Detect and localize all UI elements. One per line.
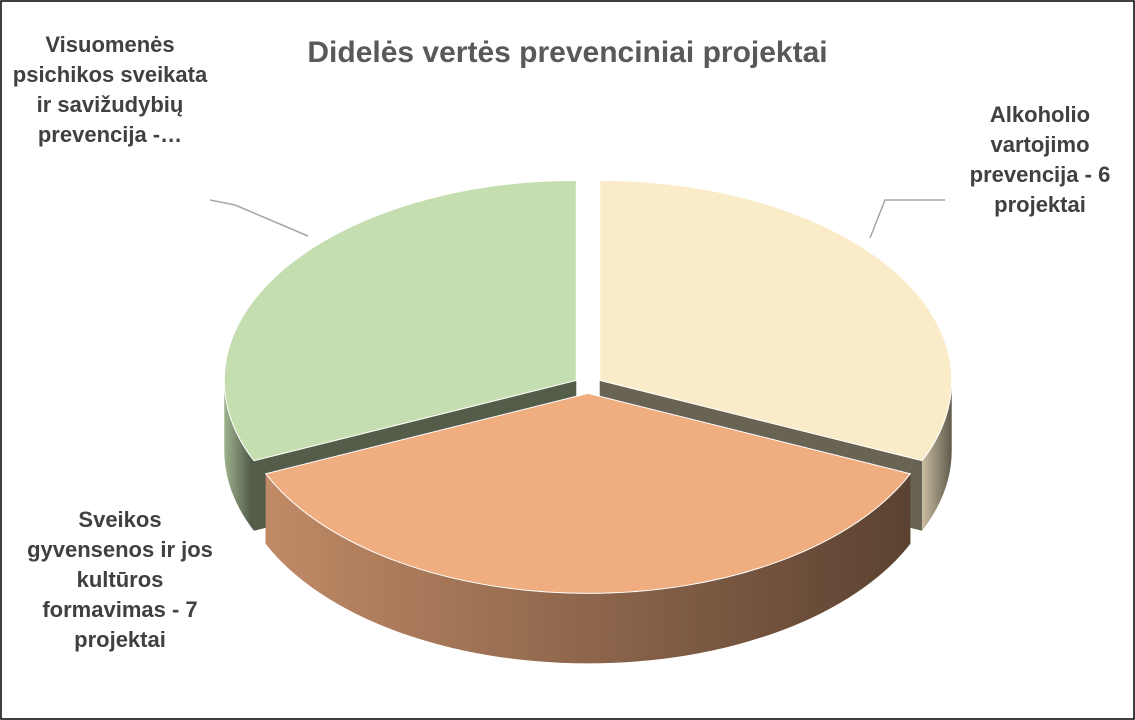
chart-title: Didelės vertės prevenciniai projektai xyxy=(307,36,828,69)
data-label: Visuomenės psichikos sveikata ir savižud… xyxy=(12,32,208,147)
data-label: Alkoholio vartojimo prevencija - 6 proje… xyxy=(969,102,1111,217)
leader-line xyxy=(209,199,309,237)
slice-wall xyxy=(224,380,254,531)
slice xyxy=(223,179,577,462)
slice-wall xyxy=(265,473,911,664)
slice-wall xyxy=(922,380,952,531)
leader-line xyxy=(869,199,945,239)
slice xyxy=(599,179,953,462)
data-label: Sveikos gyvensenos ir jos kultūros forma… xyxy=(27,507,213,652)
slice xyxy=(264,392,912,594)
